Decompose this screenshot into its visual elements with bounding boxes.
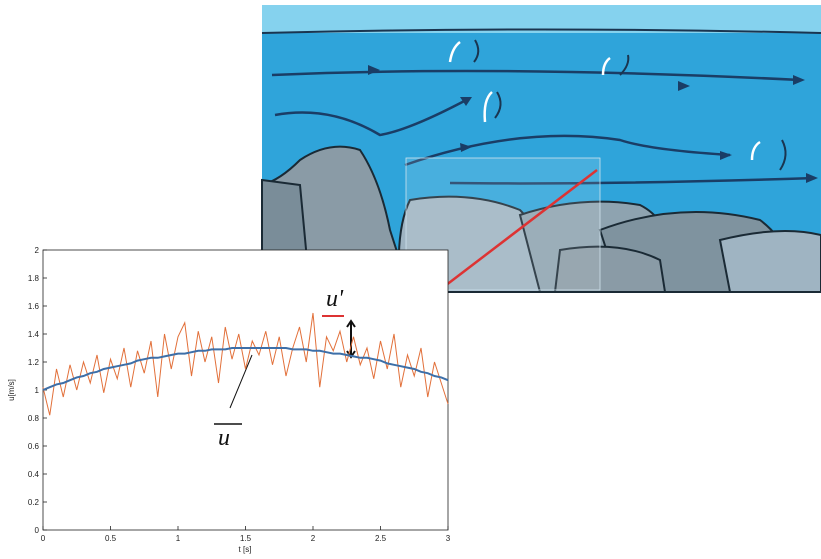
y-tick-label: 1 xyxy=(35,386,40,395)
y-axis-label: u[m/s] xyxy=(7,379,16,401)
y-tick-label: 0 xyxy=(35,526,40,535)
x-tick-label: 2 xyxy=(311,534,316,543)
x-tick-label: 1.5 xyxy=(240,534,252,543)
annotation: u xyxy=(218,425,230,451)
x-tick-label: 2.5 xyxy=(375,534,387,543)
x-axis-label: t [s] xyxy=(239,545,252,554)
series-line xyxy=(42,312,449,416)
plot-frame xyxy=(42,249,449,531)
y-tick-label: 1.6 xyxy=(28,302,40,311)
x-tick-label: 1 xyxy=(176,534,181,543)
annotation-arrow xyxy=(346,319,356,359)
y-tick-label: 0.4 xyxy=(28,470,40,479)
y-tick-label: 1.2 xyxy=(28,358,40,367)
series-line xyxy=(42,347,449,391)
y-tick-label: 0.8 xyxy=(28,414,40,423)
annotation: u' xyxy=(326,286,344,312)
y-tick-label: 0.6 xyxy=(28,442,40,451)
x-tick-label: 0 xyxy=(41,534,46,543)
y-tick-label: 1.8 xyxy=(28,274,40,283)
y-tick-label: 1.4 xyxy=(28,330,40,339)
y-tick-label: 2 xyxy=(35,246,40,255)
x-tick-label: 0.5 xyxy=(105,534,117,543)
annotation-pointer xyxy=(229,354,253,409)
y-tick-label: 0.2 xyxy=(28,498,40,507)
x-tick-label: 3 xyxy=(446,534,451,543)
